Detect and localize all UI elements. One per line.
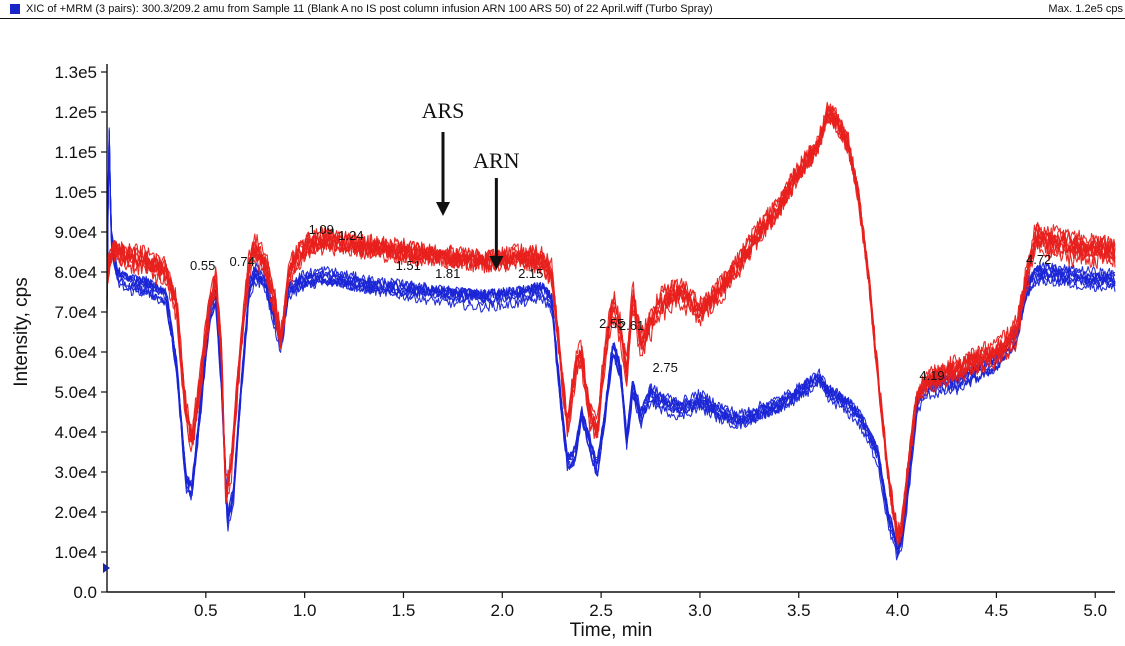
y-tick-label: 1.1e5	[54, 143, 97, 162]
y-tick-label: 1.3e5	[54, 63, 97, 82]
y-tick-label: 1.0e4	[54, 543, 97, 562]
x-tick-label: 2.5	[589, 601, 613, 620]
blue-trace-5	[106, 137, 1116, 556]
peak-time-label: 1.24	[338, 228, 363, 243]
trace-color-marker	[10, 4, 20, 14]
x-tick-label: 0.5	[194, 601, 218, 620]
y-tick-label: 5.0e4	[54, 383, 97, 402]
blue-trace-8	[106, 141, 1116, 558]
x-tick-label: 5.0	[1083, 601, 1107, 620]
analyte-annotation-label: ARS	[422, 98, 465, 123]
blue-trace-1	[106, 127, 1116, 548]
annotation-arrow-head-icon	[436, 202, 450, 216]
axis-pointer-icon	[103, 563, 110, 573]
peak-time-label: 2.55	[599, 316, 624, 331]
y-tick-label: 3.0e4	[54, 463, 97, 482]
y-tick-label: 7.0e4	[54, 303, 97, 322]
y-axis-title: Intensity, cps	[11, 277, 32, 386]
peak-label-layer: 0.55 0.74 1.09 1.24 1.51 1.81 2.15 2.552.61 2.75…	[190, 222, 1051, 383]
y-tick-label: 1.2e5	[54, 103, 97, 122]
red-trace-8	[106, 108, 1116, 535]
x-axis-title: Time, min	[570, 620, 653, 641]
x-tick-label: 4.5	[985, 601, 1009, 620]
peak-time-label: 4.19	[919, 368, 944, 383]
blue-trace-3	[106, 142, 1116, 561]
peak-time-label: 0.74	[230, 254, 255, 269]
peak-time-label: 2.61	[619, 318, 644, 333]
chart-header: XIC of +MRM (3 pairs): 300.3/209.2 amu f…	[0, 0, 1125, 42]
annotation-arrow-head-icon	[489, 256, 504, 270]
y-tick-label: 9.0e4	[54, 223, 97, 242]
blue-trace-6	[106, 130, 1116, 551]
blue-trace-4	[106, 131, 1116, 548]
x-tick-label: 3.5	[787, 601, 811, 620]
x-tick-label: 1.5	[392, 601, 416, 620]
blue-trace-2	[106, 129, 1116, 551]
x-tick-label: 4.0	[886, 601, 910, 620]
header-divider	[0, 18, 1125, 19]
max-intensity-label: Max. 1.2e5 cps	[1048, 3, 1123, 15]
annotation-layer: ARS ARN	[422, 98, 520, 270]
blue-trace-7	[106, 140, 1116, 554]
x-tick-label: 1.0	[293, 601, 317, 620]
peak-time-label: 1.81	[435, 266, 460, 281]
axes-layer: 0.0 1.0e4 2.0e4 3.0e4 4.0e4 5.0e4 6.0e4 7.0e4 8.…	[54, 63, 1115, 620]
x-tick-label: 2.0	[490, 601, 514, 620]
y-tick-label: 2.0e4	[54, 503, 97, 522]
y-tick-label: 8.0e4	[54, 263, 97, 282]
peak-time-label: 1.09	[309, 222, 334, 237]
peak-time-label: 4.72	[1026, 252, 1051, 267]
chart-header-title: XIC of +MRM (3 pairs): 300.3/209.2 amu f…	[26, 3, 713, 15]
analyte-annotation-label: ARN	[473, 148, 520, 173]
trace-layer	[106, 101, 1116, 561]
peak-time-label: 2.15	[518, 266, 543, 281]
y-tick-label: 6.0e4	[54, 343, 97, 362]
peak-time-label: 2.75	[653, 360, 678, 375]
y-tick-label: 4.0e4	[54, 423, 97, 442]
peak-time-label: 0.55	[190, 258, 215, 273]
y-tick-label: 0.0	[73, 583, 97, 602]
y-tick-label: 1.0e5	[54, 183, 97, 202]
peak-time-label: 1.51	[396, 258, 421, 273]
x-tick-label: 3.0	[688, 601, 712, 620]
